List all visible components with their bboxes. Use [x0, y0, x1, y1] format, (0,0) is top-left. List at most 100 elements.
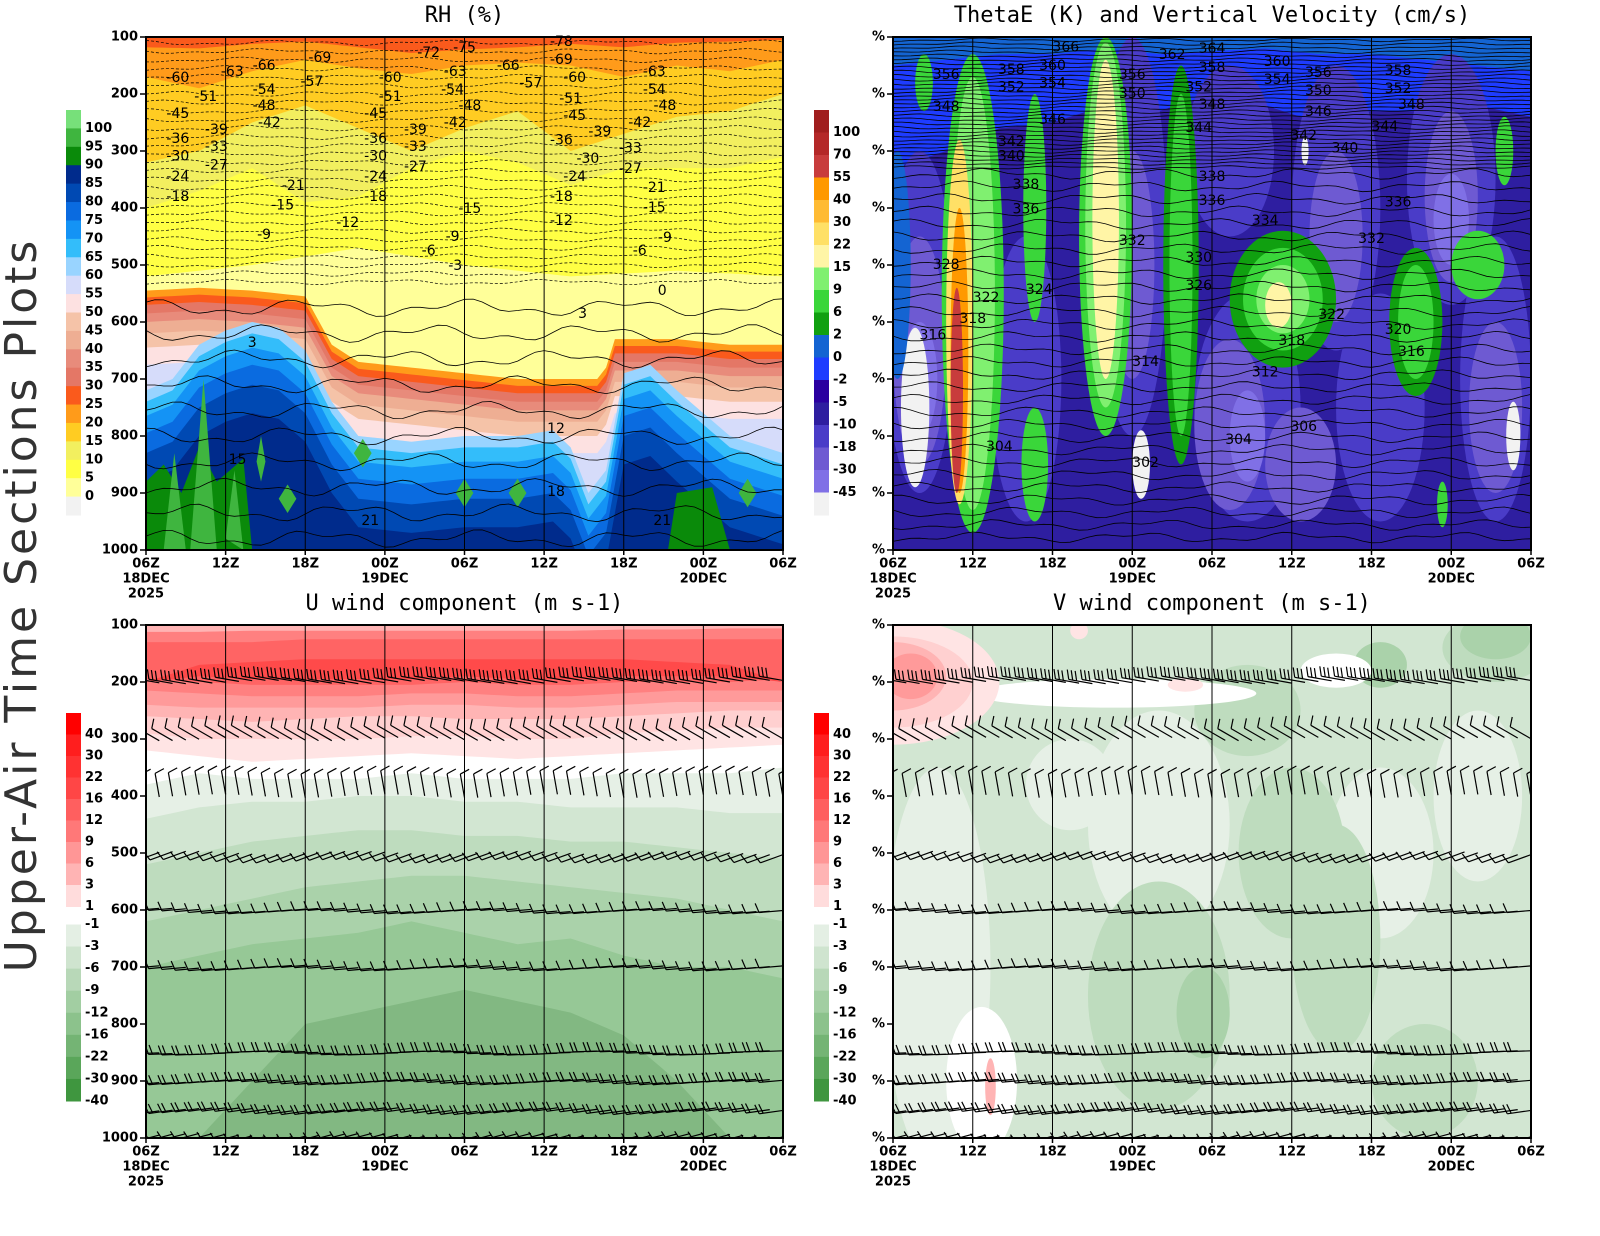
colorbar-swatch: [814, 820, 829, 843]
colorbar-swatch: [66, 842, 81, 864]
wind-barb-tick: [962, 1043, 967, 1054]
wind-barb-tick: [1435, 1131, 1441, 1138]
wind-barb-tick: [502, 1102, 508, 1113]
wind-barb: [446, 773, 452, 798]
wind-barb-tick: [370, 1044, 375, 1054]
wind-barb-tick: [1323, 715, 1327, 726]
wind-barb-tick: [688, 903, 694, 913]
wind-barb-tick: [621, 901, 627, 911]
contour-label: 302: [1132, 455, 1159, 471]
wind-barb-tick: [1369, 901, 1375, 911]
wind-barb-tick: [997, 903, 1003, 914]
wind-barb-tick: [1160, 1103, 1167, 1113]
wind-barb-tick: [146, 669, 150, 680]
wind-barb-tick: [555, 960, 561, 971]
wind-barb-tick: [290, 1075, 296, 1085]
x-tick-label: 18Z: [1039, 557, 1067, 572]
wind-barb: [911, 727, 934, 741]
wind-barb-tick: [320, 1074, 326, 1085]
wind-barb-tick: [984, 1042, 990, 1053]
x-tick-label: 12Z: [959, 1145, 987, 1160]
wind-barb: [536, 725, 558, 739]
wind-barb-tick: [1159, 666, 1163, 677]
wind-barb-tick: [549, 715, 553, 726]
contour-fill: [1087, 710, 1230, 939]
wind-barb: [901, 773, 907, 798]
wind-barb: [1496, 725, 1519, 739]
wind-barb-tick: [987, 1102, 994, 1113]
wind-barb-tick: [1413, 1074, 1419, 1085]
contour-line: [146, 65, 783, 72]
wind-barb: [1087, 772, 1093, 796]
wind-barb-tick: [187, 1101, 194, 1112]
wind-barb-tick: [1493, 1071, 1499, 1082]
wind-barb-tick: [243, 666, 247, 677]
wind-barb-tick: [904, 1103, 910, 1113]
contour-fill: [1291, 824, 1381, 1053]
contour-label: 352: [1185, 80, 1212, 96]
wind-barb: [297, 728, 319, 742]
wind-barb-tick: [369, 961, 375, 971]
wind-barb-tick: [921, 1074, 927, 1084]
wind-barb-tick: [446, 768, 457, 775]
colorbar-swatch: [66, 946, 81, 970]
wind-barb-tick: [1064, 1045, 1069, 1055]
wind-barb-tick: [157, 1045, 163, 1056]
contour-fill: [1229, 390, 1266, 482]
wind-barb: [725, 770, 731, 795]
wind-barb-tick: [1170, 903, 1176, 913]
wind-barb-tick: [168, 767, 178, 774]
wind-barb-tick: [572, 1071, 578, 1082]
wind-barb-tick: [138, 719, 140, 729]
contour-label: -48: [458, 98, 481, 114]
wind-barb: [1267, 967, 1292, 972]
wind-barb-tick: [183, 1102, 190, 1112]
wind-barb-tick: [475, 851, 483, 861]
contour-label: 340: [998, 149, 1025, 165]
wind-barb-tick: [1079, 669, 1083, 680]
contour-label: 304: [1225, 432, 1252, 448]
wind-barb: [893, 1110, 907, 1114]
wind-barb-tick: [369, 904, 375, 914]
wind-barb: [698, 770, 704, 795]
wind-barb-tick: [499, 670, 503, 682]
colorbar-swatch: [66, 496, 81, 516]
wind-barb: [337, 727, 359, 741]
wind-barb-tick: [475, 1075, 481, 1086]
wind-barb-tick: [1296, 668, 1300, 679]
wind-barb: [1304, 1134, 1319, 1138]
contour-line: [146, 48, 783, 55]
wind-barb: [300, 773, 306, 798]
wind-barb-tick: [700, 852, 708, 862]
wind-barb: [242, 854, 266, 864]
wind-barb-tick: [1476, 1042, 1481, 1053]
wind-barb: [1114, 770, 1120, 795]
wind-barb-tick: [637, 668, 641, 679]
wind-barb: [573, 1135, 585, 1138]
wind-barb-tick: [1309, 667, 1313, 678]
wind-barb-tick: [374, 1043, 379, 1054]
wind-barb-tick: [502, 1045, 508, 1056]
wind-barb-tick: [1316, 959, 1322, 970]
wind-barb: [667, 850, 691, 861]
wind-barb-tick: [1114, 765, 1124, 772]
wind-barb-tick: [957, 904, 963, 914]
wind-barb: [1508, 854, 1531, 864]
wind-barb-tick: [1156, 854, 1164, 864]
contour-label: 360: [1039, 58, 1066, 74]
wind-barb-tick: [250, 1042, 256, 1052]
wind-barb-tick: [714, 1072, 720, 1082]
wind-barb-tick: [482, 718, 487, 729]
wind-barb-tick: [948, 1044, 954, 1055]
wind-barb: [377, 724, 399, 739]
wind-barb-tick: [1473, 765, 1483, 772]
wind-barb-tick: [581, 854, 589, 864]
wind-barb-tick: [382, 853, 390, 863]
wind-barb-tick: [320, 1103, 326, 1113]
wind-barb: [592, 772, 598, 797]
wind-barb-tick: [1382, 900, 1389, 911]
contour-label: 356: [1305, 65, 1332, 81]
wind-barb-tick: [1134, 1071, 1140, 1082]
wind-barb-tick: [741, 1042, 747, 1052]
wind-barb-tick: [1315, 1133, 1320, 1138]
